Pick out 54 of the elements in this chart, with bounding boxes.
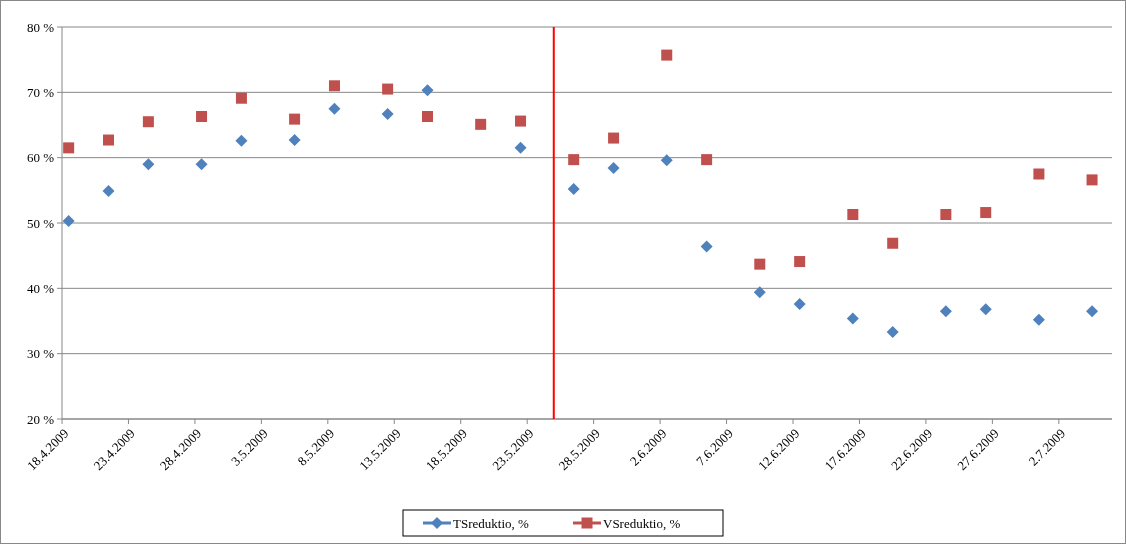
- point: [328, 102, 341, 115]
- point: [608, 132, 620, 144]
- point: [102, 184, 115, 197]
- point: [235, 134, 248, 147]
- point: [196, 111, 208, 123]
- point: [567, 183, 580, 196]
- point: [103, 134, 115, 146]
- point: [475, 118, 487, 130]
- point: [607, 162, 620, 175]
- legend-label: TSreduktio, %: [453, 515, 529, 531]
- point: [701, 154, 713, 166]
- point: [515, 115, 527, 127]
- y-tick-label: 70 %: [26, 84, 55, 100]
- y-tick-label: 50 %: [26, 215, 55, 231]
- point: [235, 92, 247, 104]
- point: [514, 141, 527, 154]
- point: [422, 111, 434, 123]
- point: [382, 83, 394, 95]
- point: [660, 154, 673, 167]
- point: [887, 237, 899, 249]
- point: [421, 84, 434, 97]
- point: [939, 305, 952, 318]
- point: [1033, 168, 1045, 180]
- y-tick-label: 20 %: [26, 411, 55, 427]
- point: [847, 209, 859, 221]
- point: [1032, 313, 1045, 326]
- point: [62, 215, 75, 228]
- point: [288, 134, 301, 147]
- point: [661, 49, 673, 61]
- point: [1086, 174, 1098, 186]
- point: [793, 298, 806, 311]
- point: [195, 158, 208, 171]
- legend-label: VSreduktio, %: [603, 515, 681, 531]
- point: [700, 240, 713, 253]
- point: [142, 158, 155, 171]
- point: [381, 107, 394, 120]
- y-tick-label: 30 %: [26, 346, 55, 362]
- point: [63, 142, 75, 154]
- y-tick-label: 60 %: [26, 150, 55, 166]
- point: [1086, 305, 1099, 318]
- point: [754, 258, 766, 270]
- point: [794, 256, 806, 268]
- point: [886, 326, 899, 339]
- point: [568, 154, 580, 166]
- point: [846, 312, 859, 325]
- y-tick-label: 40 %: [26, 280, 55, 296]
- point: [980, 207, 992, 219]
- point: [979, 303, 992, 316]
- point: [289, 113, 301, 125]
- point: [753, 286, 766, 299]
- y-tick-label: 80 %: [26, 19, 55, 35]
- point: [142, 116, 154, 128]
- point: [328, 80, 340, 92]
- point: [940, 209, 952, 221]
